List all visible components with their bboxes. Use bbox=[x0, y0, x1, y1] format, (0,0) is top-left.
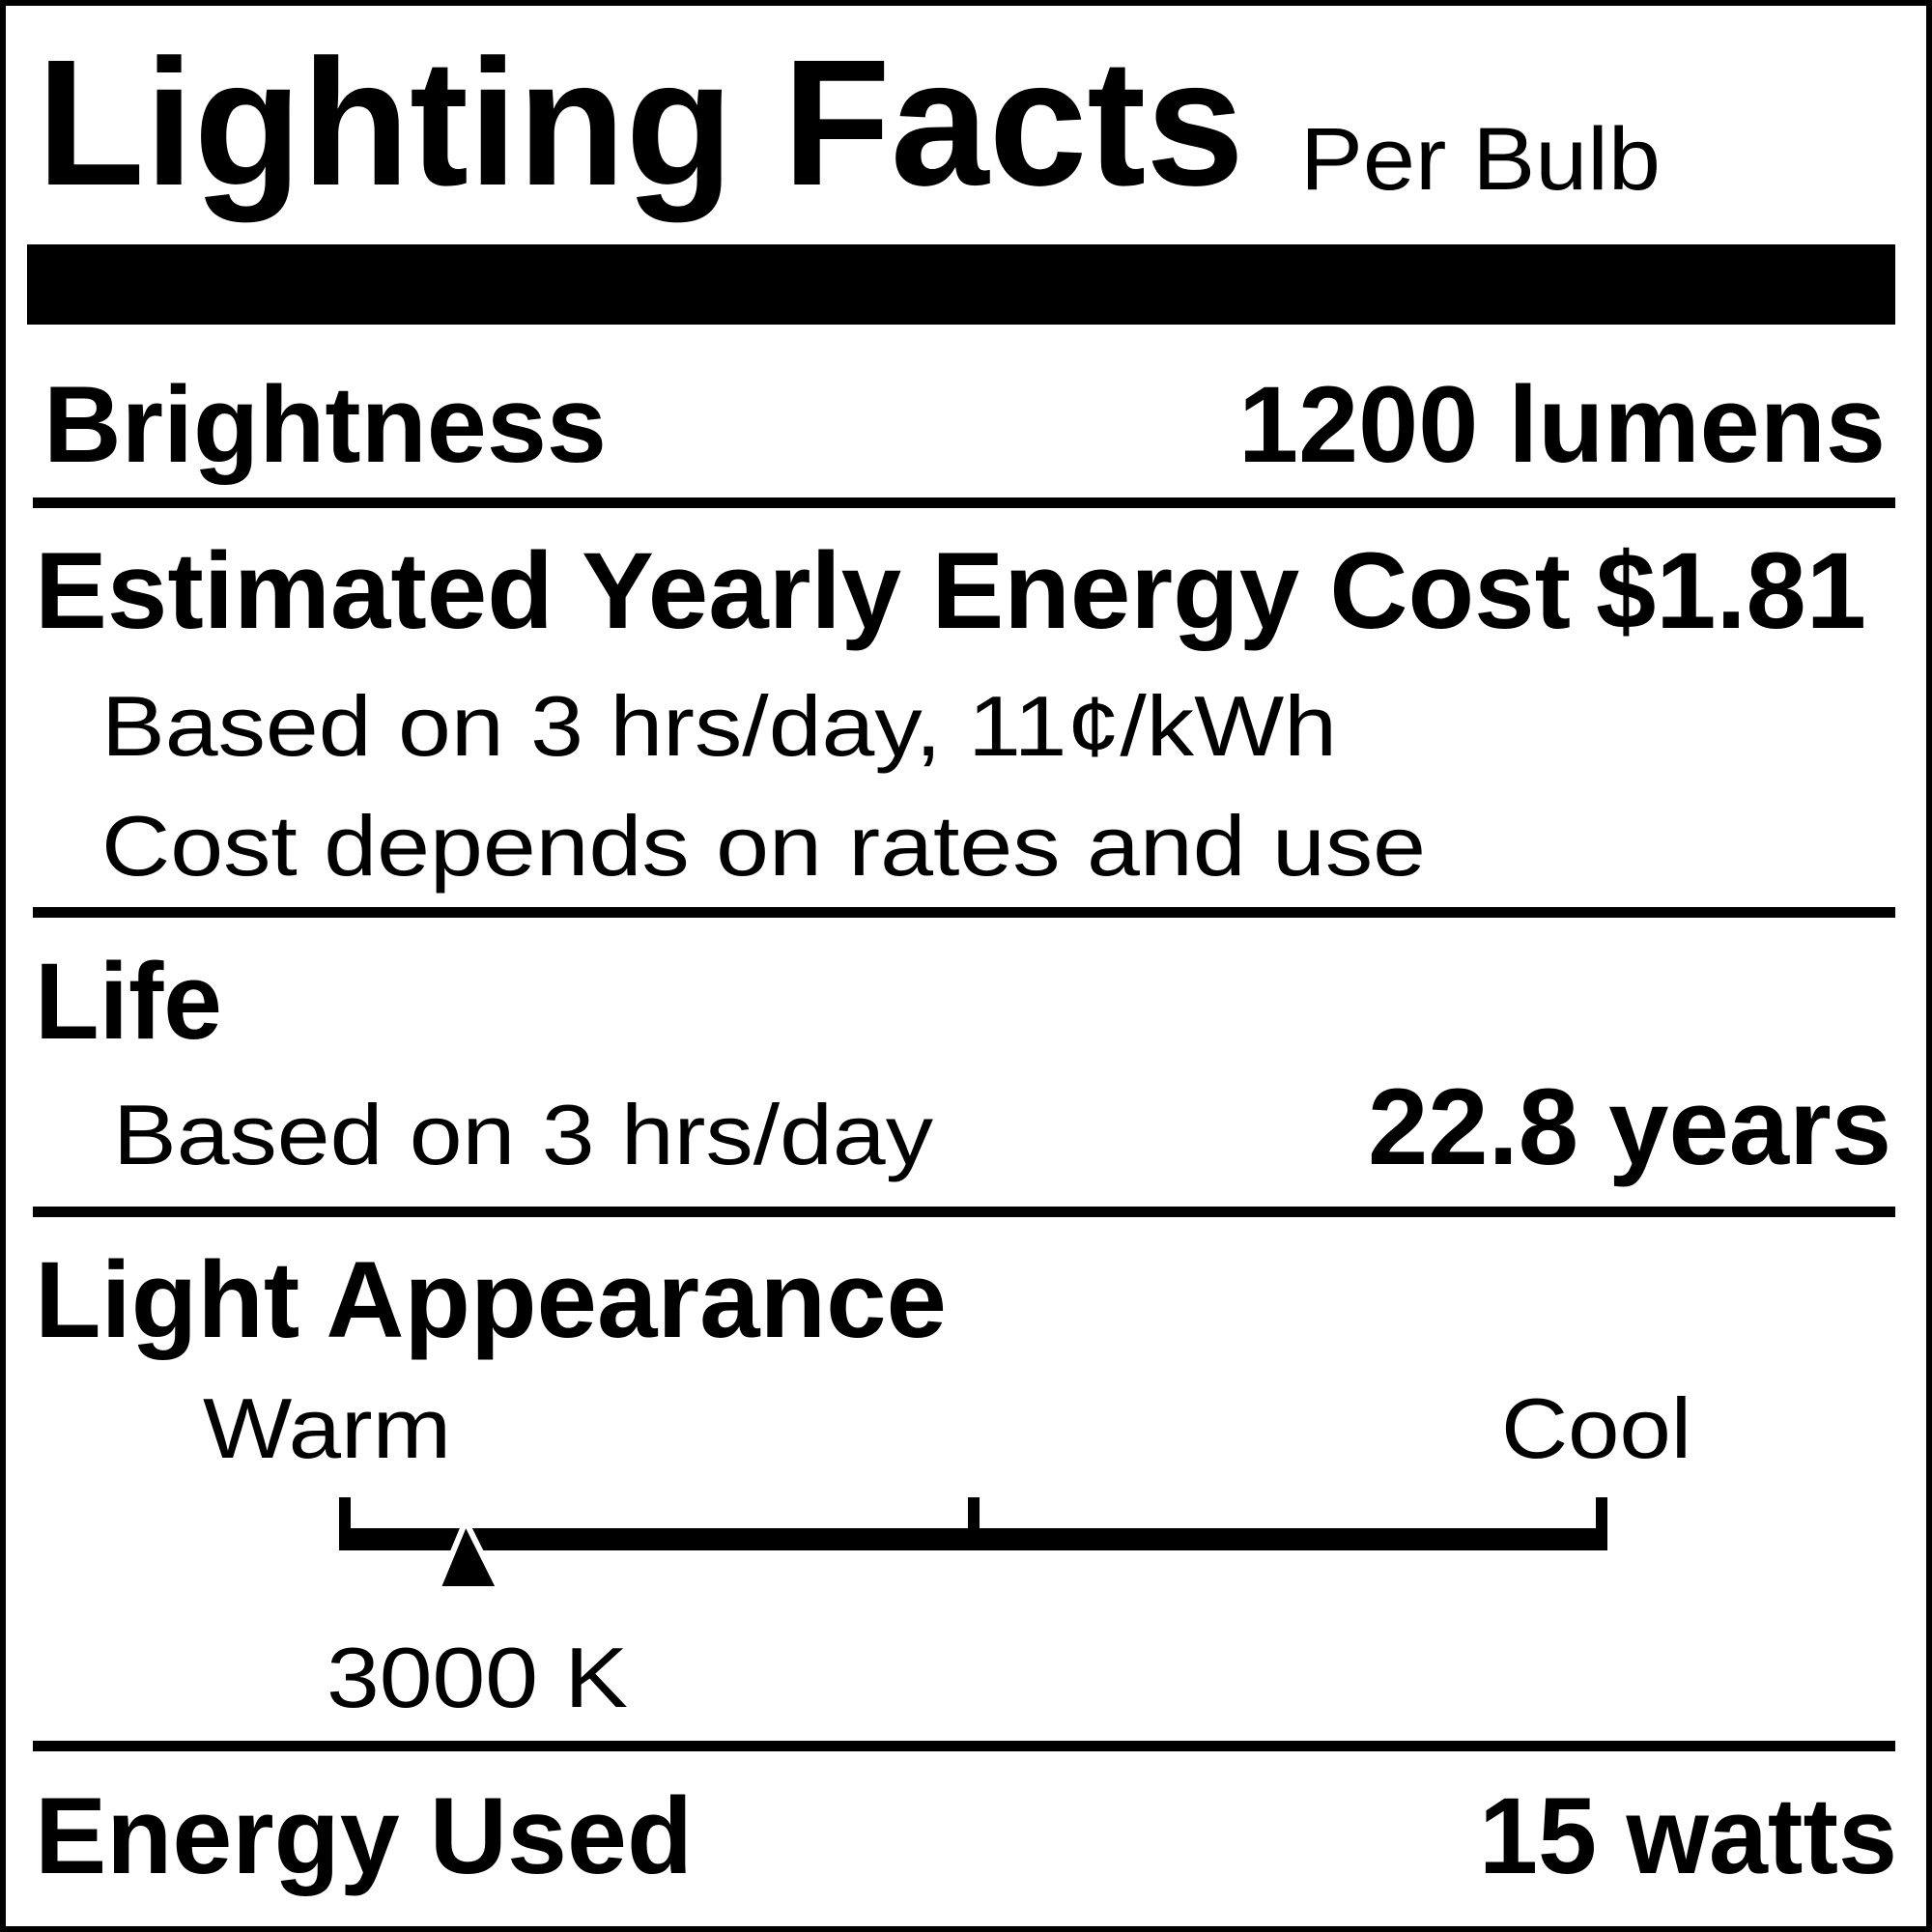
energy-used-label: Energy Used bbox=[35, 1776, 693, 1896]
scale-marker bbox=[433, 1514, 504, 1592]
life-value: 22.8 years bbox=[1368, 1066, 1891, 1187]
scale-low-label: Warm bbox=[203, 1380, 451, 1476]
life-label: Life bbox=[35, 941, 222, 1062]
scale-tick bbox=[339, 1497, 351, 1550]
scale-tick bbox=[968, 1497, 980, 1550]
scale-high-label: Cool bbox=[1501, 1380, 1691, 1476]
life-note: Based on 3 hrs/day bbox=[113, 1087, 933, 1182]
subtitle: Per Bulb bbox=[1300, 110, 1661, 209]
brightness-value: 1200 lumens bbox=[1238, 364, 1886, 485]
energy-used-value: 15 watts bbox=[1479, 1776, 1897, 1896]
light-appearance-value: 3000 K bbox=[327, 1630, 628, 1725]
energy-cost-note: Based on 3 hrs/day, 11¢/kWh bbox=[101, 678, 1337, 774]
energy-cost-label: Estimated Yearly Energy Cost bbox=[35, 530, 1571, 651]
title: Lighting Facts bbox=[37, 23, 1244, 223]
divider bbox=[33, 907, 1895, 918]
header-bar bbox=[27, 244, 1895, 325]
brightness-label: Brightness bbox=[43, 364, 607, 485]
divider bbox=[33, 1741, 1895, 1751]
divider bbox=[33, 1207, 1895, 1217]
divider bbox=[33, 497, 1895, 508]
color-scale bbox=[339, 1497, 1607, 1592]
scale-tick bbox=[1596, 1497, 1607, 1550]
light-appearance-label: Light Appearance bbox=[35, 1239, 947, 1360]
energy-cost-note: Cost depends on rates and use bbox=[101, 798, 1426, 894]
energy-cost-value: $1.81 bbox=[1596, 530, 1866, 651]
